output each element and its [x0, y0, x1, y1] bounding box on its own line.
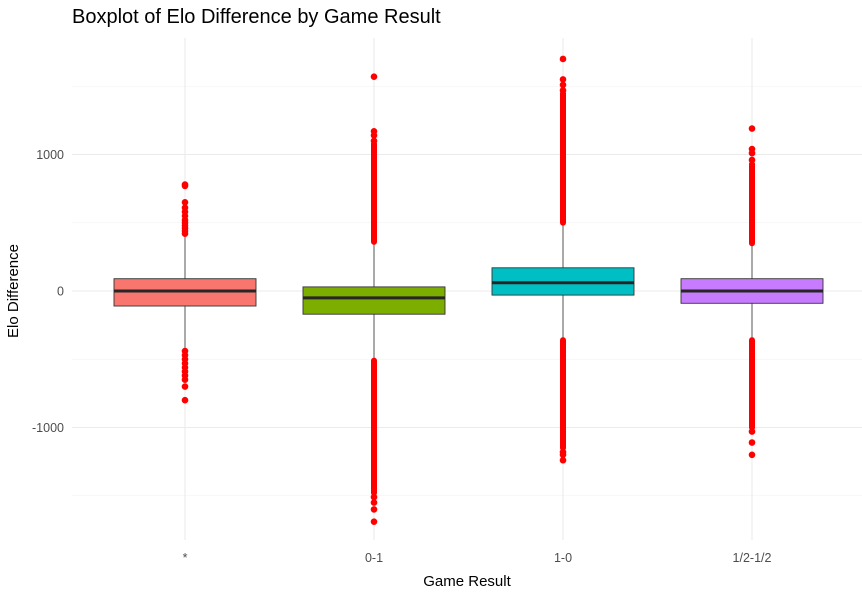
outlier-point [370, 137, 378, 145]
x-tick-label: 1-0 [554, 551, 572, 565]
x-tick-label: 0-1 [365, 551, 383, 565]
outlier-point [748, 156, 756, 164]
box-rect [302, 286, 446, 315]
outlier-point [748, 439, 756, 446]
box-group-3 [491, 55, 635, 464]
box-layer [113, 55, 824, 525]
outlier-point [181, 396, 189, 404]
outlier-point [559, 81, 567, 89]
outlier-point [748, 451, 756, 459]
outlier-point [181, 383, 189, 390]
outlier-point [181, 230, 189, 237]
x-tick-label: * [183, 551, 188, 565]
tick-layer: 1000 0 -1000 * 0-1 1-0 1/2-1/2 [32, 148, 771, 565]
outlier-point [370, 506, 378, 513]
outlier-point [370, 493, 378, 501]
x-tick-label: 1/2-1/2 [733, 551, 772, 565]
y-tick-label: -1000 [32, 421, 64, 435]
outlier-point [559, 55, 567, 63]
y-tick-label: 0 [57, 285, 64, 299]
outlier-point [181, 376, 189, 384]
outlier-point [748, 149, 756, 157]
outlier-point [181, 198, 189, 206]
chart-title: Boxplot of Elo Difference by Game Result [72, 6, 441, 28]
outlier-point [559, 76, 567, 83]
outlier-point [748, 428, 756, 435]
y-tick-label: 1000 [36, 148, 64, 162]
outlier-point [370, 73, 378, 80]
outlier-point [748, 125, 756, 132]
outlier-point [559, 456, 567, 464]
outlier-point [370, 499, 378, 506]
outlier-point [370, 132, 378, 139]
box-group-2 [302, 73, 446, 525]
box-group-1 [113, 181, 257, 404]
x-axis-title: Game Result [423, 573, 511, 590]
box-group-4 [680, 125, 824, 459]
outlier-point [559, 87, 567, 94]
y-axis-title: Elo Difference [5, 244, 22, 338]
outlier-point [559, 451, 567, 459]
outlier-point [370, 518, 378, 525]
outlier-point [181, 182, 189, 190]
